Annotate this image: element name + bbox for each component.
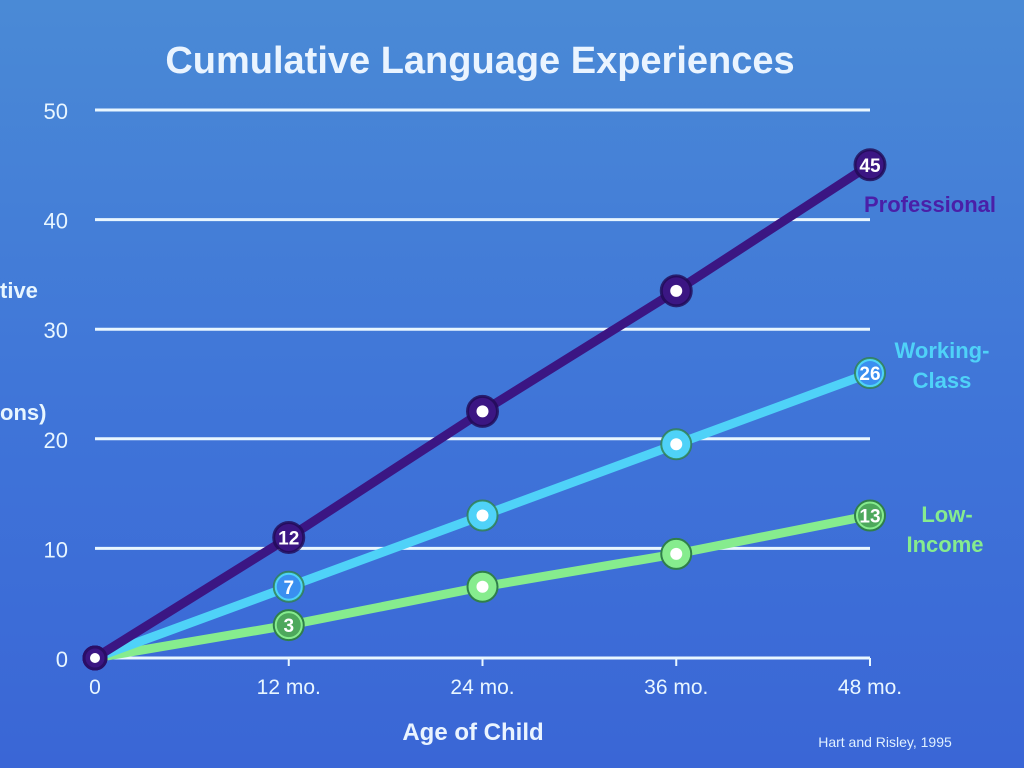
series-label: Working-	[895, 338, 990, 363]
data-point-center	[476, 509, 489, 522]
data-point-center	[670, 284, 683, 297]
source-citation: Hart and Risley, 1995	[818, 734, 952, 750]
data-point-inner	[858, 503, 882, 528]
y-axis-label-fragment: tive	[0, 278, 38, 303]
y-axis-label-fragment: ons)	[0, 400, 46, 425]
series-professional: 12 45 Professional	[82, 148, 996, 671]
y-tick-label: 20	[44, 428, 68, 453]
data-point-label: 26	[859, 364, 880, 385]
data-point-center	[670, 438, 683, 451]
data-point-center	[670, 547, 683, 560]
data-point-label: 13	[859, 507, 880, 528]
data-point	[853, 148, 887, 182]
series-label: Professional	[864, 192, 996, 217]
data-point-inner	[858, 361, 882, 386]
x-axis-label: Age of Child	[402, 719, 543, 746]
data-point-center	[476, 580, 489, 593]
x-tick-label: 0	[89, 676, 101, 699]
data-point-label: 3	[283, 616, 294, 637]
x-tick-label: 24 mo.	[450, 676, 514, 699]
chart-title: Cumulative Language Experiences	[165, 40, 794, 82]
data-point-label: 12	[278, 528, 299, 549]
data-point-center	[90, 653, 100, 663]
data-point-center	[476, 405, 489, 418]
series-label: Class	[913, 368, 972, 393]
data-point-label: 7	[283, 578, 294, 599]
series-label: Income	[906, 532, 983, 557]
series-working-class: 7 26 Working- Class	[82, 338, 990, 671]
y-tick-label: 0	[56, 647, 68, 672]
y-tick-label: 50	[44, 99, 68, 124]
series-label: Low-	[921, 502, 972, 527]
data-point	[272, 520, 306, 554]
x-tick-label: 36 mo.	[644, 676, 708, 699]
data-point-inner	[276, 613, 301, 638]
data-point-inner	[276, 574, 301, 599]
y-tick-label: 10	[44, 537, 68, 562]
data-point-label: 45	[859, 156, 881, 177]
x-tick-label: 12 mo.	[257, 676, 321, 699]
x-tick-label: 48 mo.	[838, 676, 902, 699]
y-tick-label: 30	[44, 318, 68, 343]
y-tick-label: 40	[44, 209, 68, 234]
